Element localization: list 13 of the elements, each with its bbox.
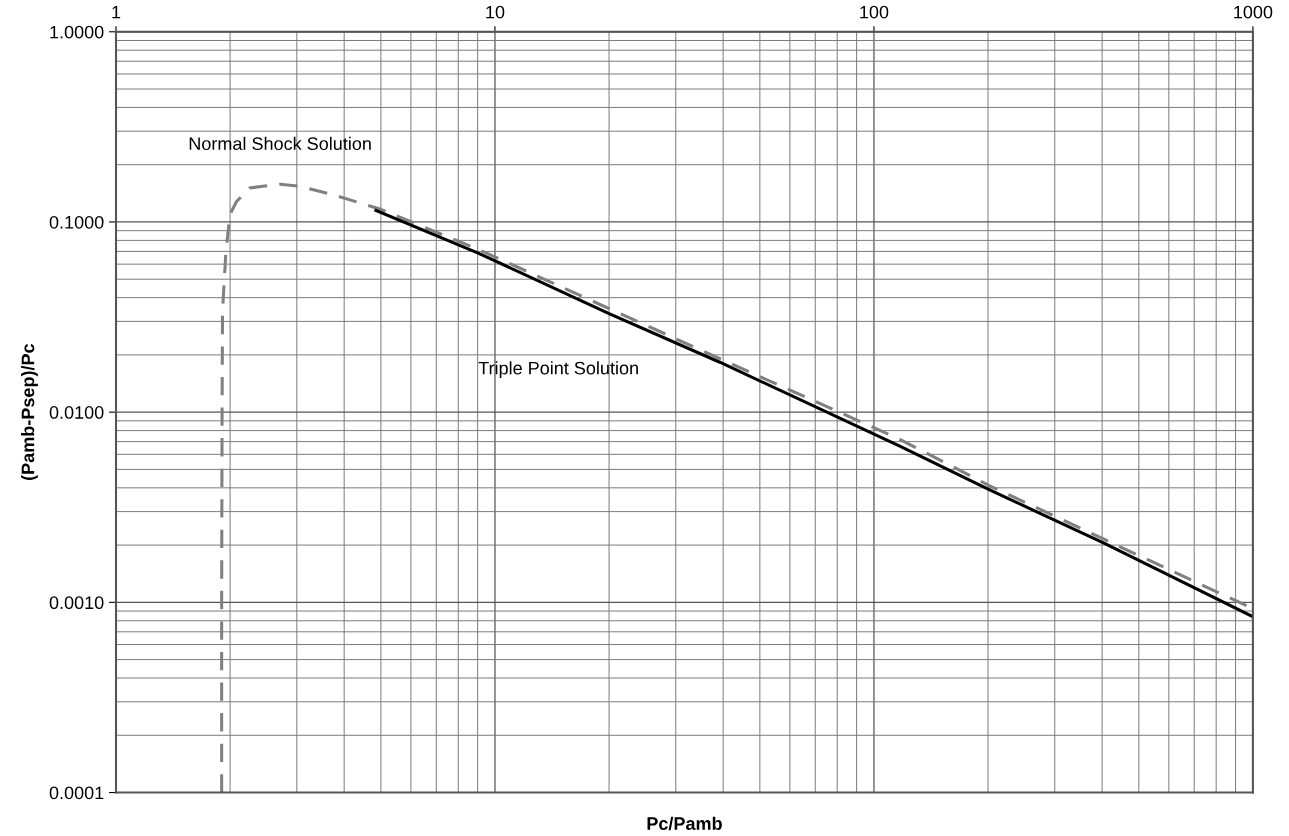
y-tick-label: 0.0010 <box>49 596 104 610</box>
y-tick-label: 0.0100 <box>49 406 104 419</box>
text: Normal Shock Solution <box>189 136 371 151</box>
y-axis-title: (Pamb-Psep)/Pc <box>21 343 38 480</box>
y-tick-label: 1.0000 <box>50 25 104 39</box>
x-tick-label: 10 <box>486 5 505 19</box>
x-tick-label: 1000 <box>1234 5 1273 19</box>
series-label: Triple Point Solution <box>478 361 638 379</box>
x-tick-label: 1 <box>112 5 121 19</box>
y-tick-label: 0.1000 <box>49 215 104 229</box>
x-tick-label: 100 <box>860 5 889 19</box>
y-tick-label: 0.0001 <box>49 786 104 800</box>
x-axis-title: Pc/Pamb <box>647 816 722 831</box>
